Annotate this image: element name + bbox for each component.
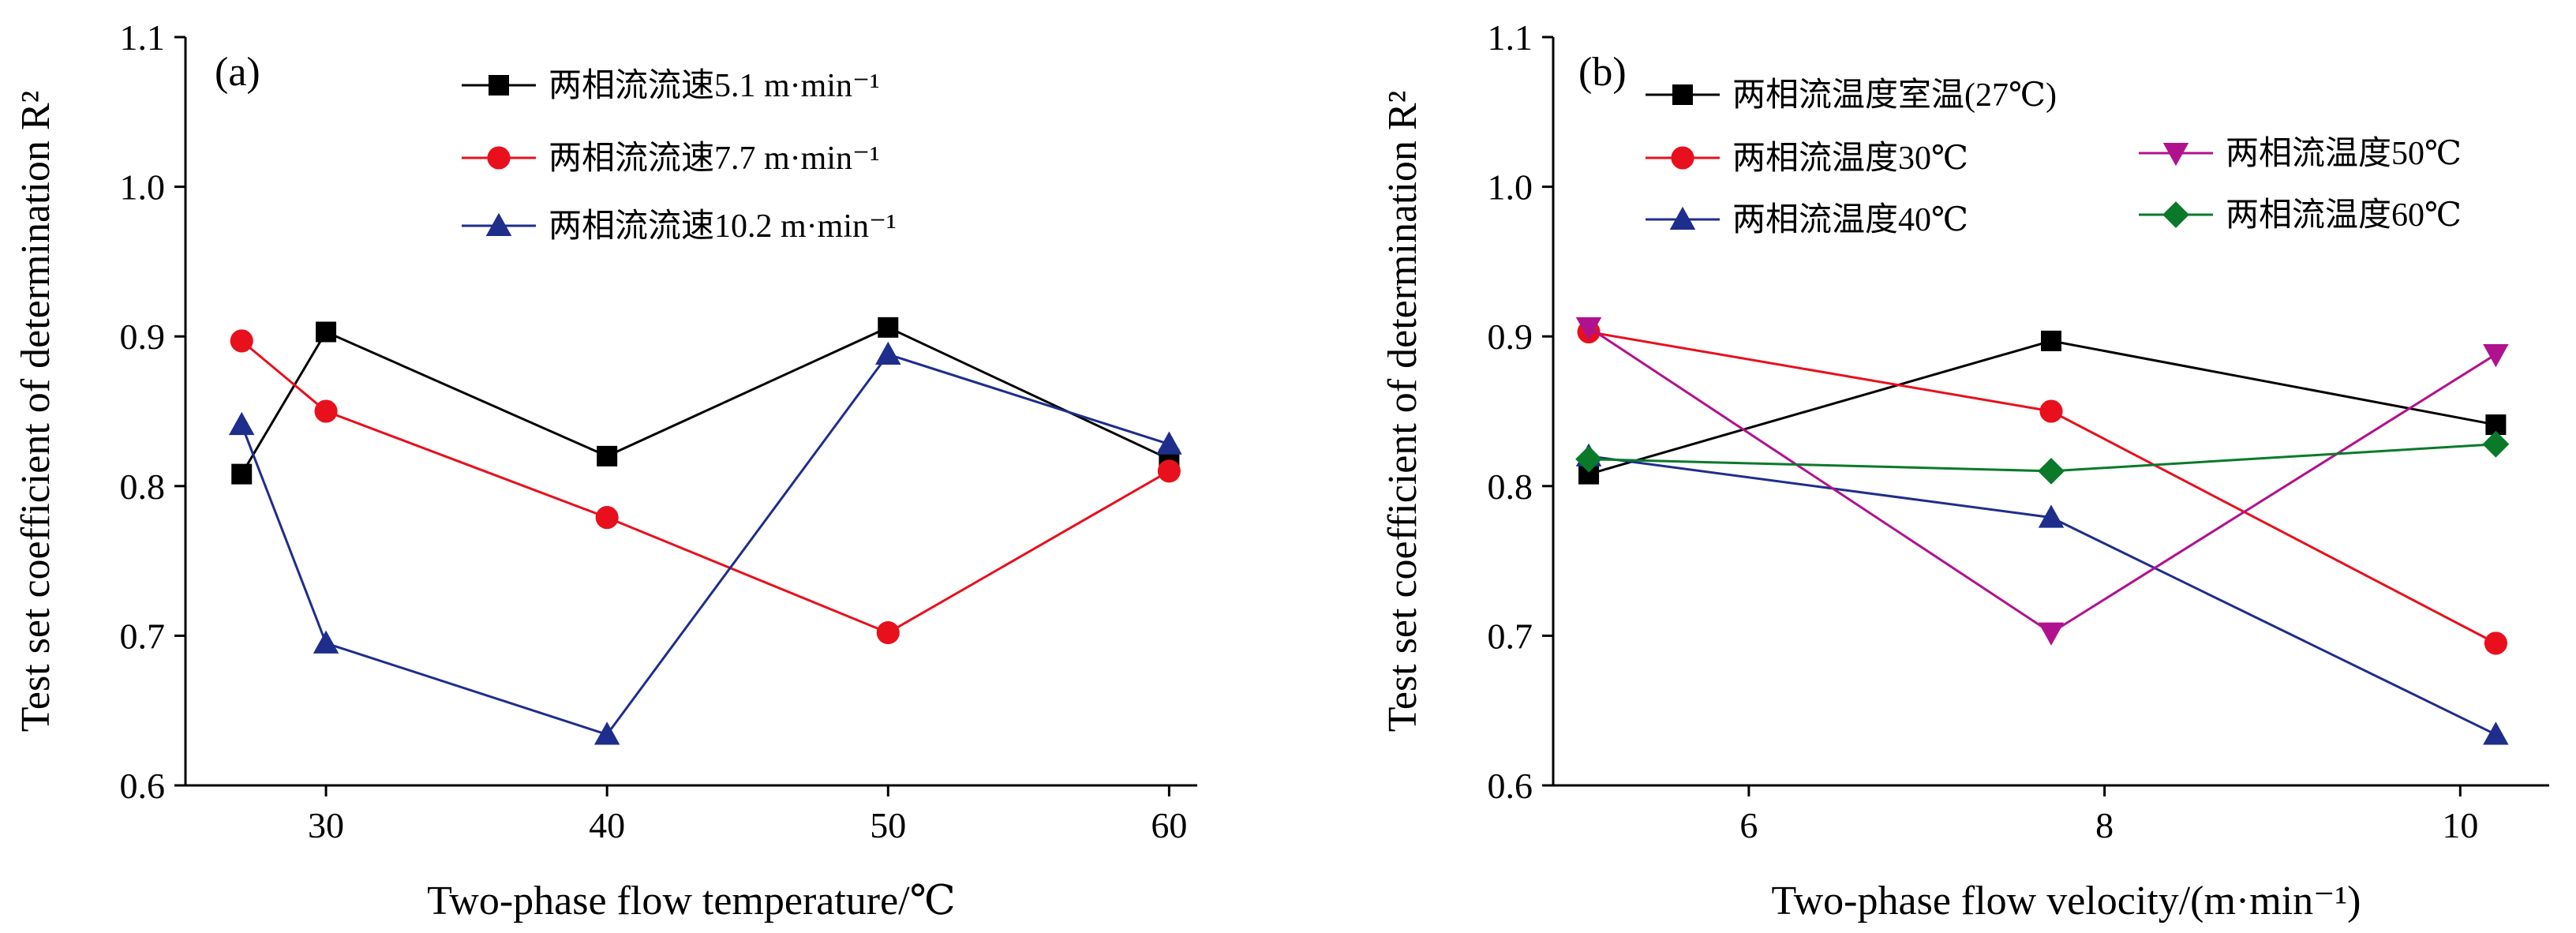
y-tick-label: 1.1 [1488,17,1533,58]
y-tick-label: 1.0 [1488,167,1533,208]
data-point [597,445,618,466]
y-tick-label: 0.8 [1488,466,1533,507]
data-point [2039,399,2063,423]
series-line [1588,331,2497,645]
legend-entry: 两相流温度室温(27℃) [1646,77,2057,114]
x-tick-label: 30 [308,805,344,845]
legend-entry: 两相流流速5.1 m·min⁻¹ [462,68,880,104]
x-tick-label: 6 [1739,805,1758,845]
panel-a-x-axis-title: Two-phase flow temperature/℃ [427,879,956,924]
y-tick-label: 0.8 [120,466,166,507]
panel-b-ticks: 0.6 0.7 0.8 0.9 1.0 1.1 6 8 10 [1488,17,2479,845]
legend-marker [489,75,509,96]
data-point [314,399,338,423]
series-5 [1575,430,2510,485]
data-point [2483,343,2509,368]
data-point [1157,459,1181,483]
series-3 [228,341,1182,745]
x-tick-label: 50 [870,805,906,845]
data-point [230,329,253,353]
series-3 [1575,443,2509,745]
legend-label: 两相流流速7.7 m·min⁻¹ [549,141,880,177]
data-point [595,506,619,530]
data-point [2038,457,2065,485]
legend-entry: 两相流温度40℃ [1646,202,1968,238]
y-tick-label: 0.9 [1488,317,1533,357]
series-1 [231,317,1180,485]
legend-label: 两相流流速10.2 m·min⁻¹ [549,208,897,245]
legend-label: 两相流温度50℃ [2226,136,2462,172]
legend-entry: 两相流温度60℃ [2139,197,2462,234]
panel-a-legend: 两相流流速5.1 m·min⁻¹ 两相流流速7.7 m·min⁻¹ 两相流流速10.… [462,68,897,245]
legend-label: 两相流温度室温(27℃) [1732,77,2057,114]
panel-b-chart: 0.6 0.7 0.8 0.9 1.0 1.1 6 8 10 (b) Two-phase flo… [1380,17,2549,924]
legend-marker [1669,206,1696,230]
legend-marker [2162,201,2189,228]
panel-a-series [228,317,1182,745]
panel-b-series [1575,317,2510,745]
data-point [2482,430,2510,458]
series-line [241,339,1170,635]
data-point [1575,445,1602,473]
panel-a-axes [184,37,1197,787]
legend-marker [1672,84,1693,105]
legend-marker [1671,146,1694,170]
data-point [2038,622,2065,646]
data-point [2484,631,2507,655]
panel-a-chart: 0.6 0.7 0.8 0.9 1.0 1.1 30 40 50 60 (a) Two-phase… [13,17,1197,924]
panel-b-y-axis-title: Test set coefficient of determination R² [1380,91,1425,732]
legend-label: 两相流流速5.1 m·min⁻¹ [549,68,880,104]
data-point [1575,317,1602,341]
data-point [593,721,620,745]
series-line [1588,326,2497,635]
panel-a-y-axis-title: Test set coefficient of determination R² [13,91,58,732]
x-tick-label: 10 [2442,805,2478,845]
y-tick-label: 0.7 [120,616,166,656]
data-point [2041,330,2061,351]
y-tick-label: 0.7 [1488,616,1533,656]
data-point [878,317,899,338]
data-point [875,341,901,365]
panel-b-x-axis-title: Two-phase flow velocity/(m·min⁻¹) [1772,879,2361,924]
data-point [316,321,337,343]
series-4 [1575,317,2509,646]
y-tick-label: 0.9 [120,317,166,357]
panel-b-axes [1552,37,2549,787]
legend-label: 两相流温度40℃ [1732,202,1968,238]
y-tick-label: 1.0 [120,167,166,208]
x-tick-label: 40 [589,805,625,845]
panel-a-label: (a) [215,50,260,95]
legend-marker [2162,143,2189,167]
x-tick-label: 8 [2095,805,2114,845]
legend-entry: 两相流流速7.7 m·min⁻¹ [462,141,880,177]
panel-b-label: (b) [1578,50,1627,95]
data-point [1156,431,1182,455]
series-2 [230,329,1181,645]
data-point [231,463,253,485]
legend-label: 两相流温度60℃ [2226,197,2462,234]
legend-entry: 两相流流速10.2 m·min⁻¹ [462,208,897,245]
data-point [228,411,255,436]
legend-entry: 两相流温度30℃ [1646,141,1968,177]
data-point [2483,721,2509,745]
legend-label: 两相流温度30℃ [1732,141,1968,177]
data-point [2038,504,2065,528]
y-tick-label: 0.6 [120,766,166,806]
data-point [313,630,339,654]
series-line [1588,455,2497,736]
legend-marker [487,146,511,170]
panel-a-ticks: 0.6 0.7 0.8 0.9 1.0 1.1 30 40 50 60 [120,17,1188,845]
legend-entry: 两相流温度50℃ [2139,136,2462,172]
y-tick-label: 1.1 [120,17,166,58]
data-point [876,621,900,645]
panel-b-legend: 两相流温度室温(27℃) 两相流温度30℃ 两相流温度40℃ 两相流温度50℃ 两相流温… [1646,77,2462,238]
legend-marker [485,212,512,236]
y-tick-label: 0.6 [1488,766,1533,806]
series-2 [1577,320,2507,655]
x-tick-label: 60 [1151,805,1187,845]
